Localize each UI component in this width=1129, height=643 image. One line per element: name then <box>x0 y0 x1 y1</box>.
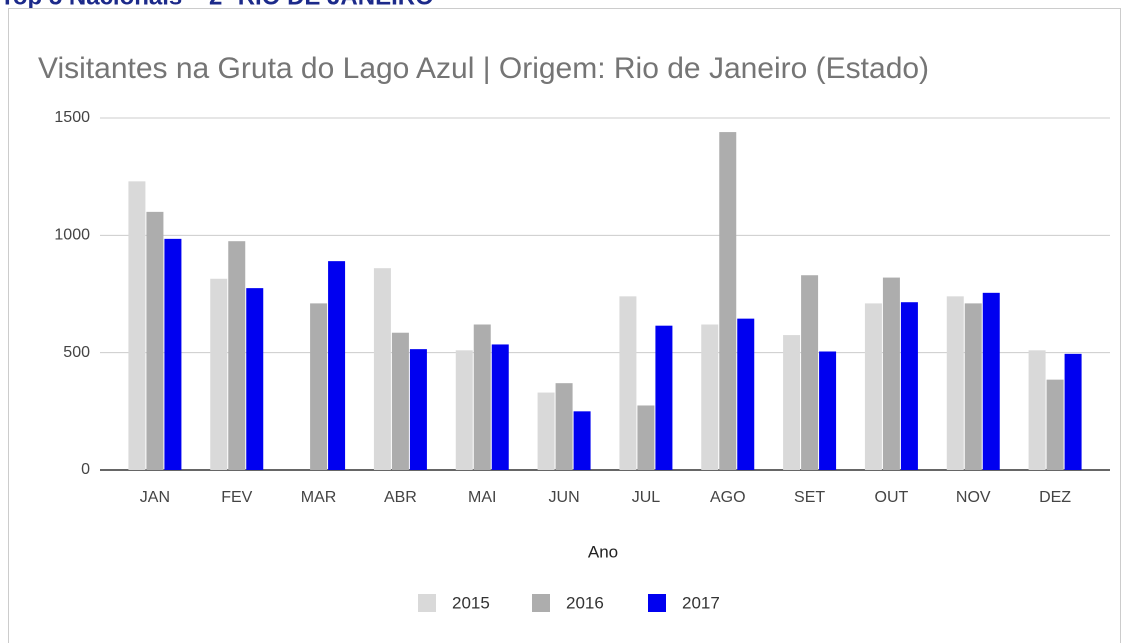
x-tick-label: NOV <box>956 489 991 506</box>
bar <box>701 324 719 470</box>
bar <box>819 351 837 470</box>
y-tick-label: 0 <box>81 461 90 478</box>
x-tick-label: OUT <box>875 489 909 506</box>
x-tick-label: SET <box>794 489 825 506</box>
x-tick-label: JAN <box>140 489 170 506</box>
y-tick-label: 500 <box>63 344 90 361</box>
x-tick-label: JUL <box>632 489 661 506</box>
bar <box>1064 353 1082 470</box>
bar <box>310 303 328 470</box>
bar <box>783 335 801 470</box>
x-tick-label: JUN <box>549 489 580 506</box>
bar <box>801 275 819 470</box>
bar <box>473 324 491 470</box>
x-tick-label: DEZ <box>1039 489 1071 506</box>
chart-title: Visitantes na Gruta do Lago Azul | Orige… <box>38 52 929 85</box>
bar <box>146 211 164 470</box>
bar <box>864 303 882 470</box>
bar <box>719 132 737 470</box>
bar <box>128 181 146 471</box>
bar <box>391 332 409 470</box>
bar <box>637 405 655 470</box>
legend-label: 2017 <box>682 593 720 612</box>
x-tick-label: ABR <box>384 489 417 506</box>
x-tick-label: FEV <box>221 489 252 506</box>
legend-label: 2016 <box>566 593 604 612</box>
bar <box>210 278 228 470</box>
bar <box>228 241 246 470</box>
bar <box>246 288 264 470</box>
bar <box>409 349 427 470</box>
page-heading: Top 5 Nacionais – 2º RIO DE JANEIRO <box>0 0 434 10</box>
bar <box>1028 350 1046 470</box>
bar <box>164 238 182 470</box>
y-tick-label: 1000 <box>54 227 90 244</box>
y-tick-label: 1500 <box>54 109 90 126</box>
chart-frame <box>8 8 1121 643</box>
bar <box>328 261 346 470</box>
bar <box>737 318 755 470</box>
bar <box>455 350 473 470</box>
bar <box>882 277 900 470</box>
bar <box>555 383 573 470</box>
bar <box>982 292 1000 470</box>
x-tick-label: MAI <box>468 489 496 506</box>
bar <box>619 296 637 470</box>
bar <box>537 392 555 470</box>
bar <box>573 411 591 470</box>
bar <box>491 344 509 470</box>
legend-swatch <box>648 594 666 612</box>
x-tick-label: AGO <box>710 489 746 506</box>
bar <box>655 325 673 470</box>
bar <box>1046 379 1064 470</box>
legend-swatch <box>532 594 550 612</box>
x-axis-title: Ano <box>588 542 618 561</box>
bar <box>964 303 982 470</box>
bar <box>900 302 918 470</box>
legend-label: 2015 <box>452 593 490 612</box>
bar <box>373 268 391 470</box>
legend-swatch <box>418 594 436 612</box>
bar <box>946 296 964 470</box>
x-tick-label: MAR <box>301 489 337 506</box>
